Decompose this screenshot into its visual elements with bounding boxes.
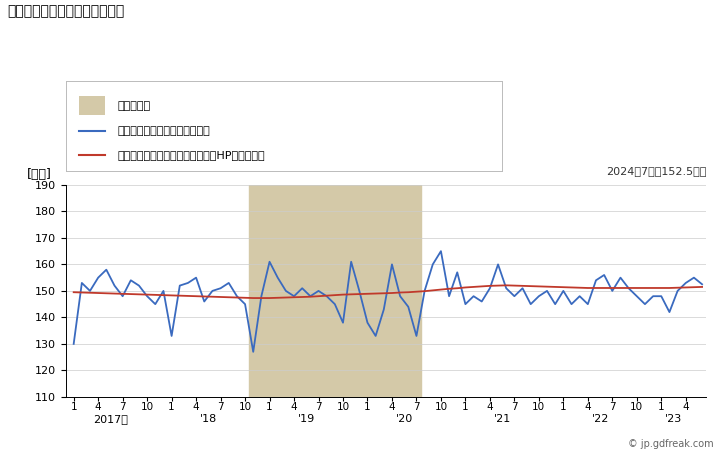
Text: 2024年7月：152.5時間: 2024年7月：152.5時間 [606, 166, 706, 176]
Text: 女性常用労働者の総実労働時間: 女性常用労働者の総実労働時間 [7, 5, 124, 18]
Text: 女性常用労働者の総実労働時間: 女性常用労働者の総実労働時間 [118, 126, 210, 136]
Text: [時間]: [時間] [27, 168, 52, 181]
Text: '21: '21 [494, 414, 511, 424]
Text: 景気後退期: 景気後退期 [118, 101, 151, 110]
Text: © jp.gdfreak.com: © jp.gdfreak.com [628, 439, 713, 449]
Bar [249, 185, 421, 397]
Text: '23: '23 [665, 414, 682, 424]
Text: '18: '18 [199, 414, 217, 424]
Text: 2017年: 2017年 [93, 414, 128, 424]
FancyBboxPatch shape [79, 96, 105, 115]
Text: 女性常用労働者の総実労働時間（HPフィルタ）: 女性常用労働者の総実労働時間（HPフィルタ） [118, 150, 266, 160]
Text: '20: '20 [395, 414, 413, 424]
Text: '19: '19 [298, 414, 315, 424]
Text: '22: '22 [591, 414, 609, 424]
